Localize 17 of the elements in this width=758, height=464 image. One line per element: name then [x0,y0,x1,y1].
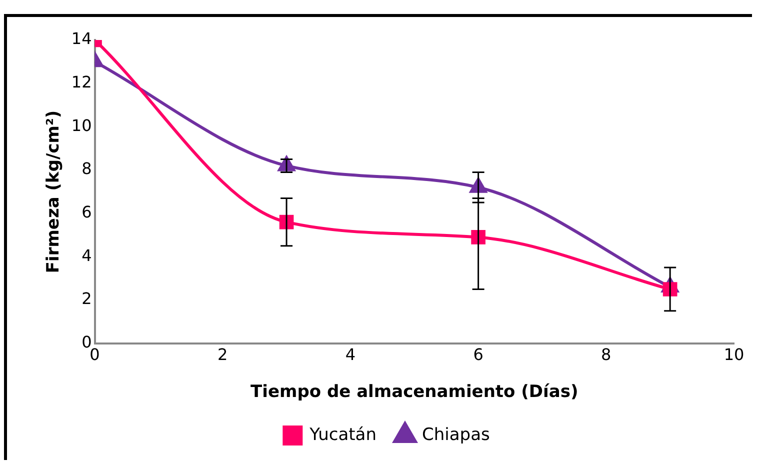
x-tick-label: 2 [218,345,228,364]
y-tick-label: 12 [71,72,92,92]
x-tick-label: 10 [724,345,744,364]
y-tick-label: 2 [82,289,92,308]
legend-label: Chiapas [422,424,490,445]
y-tick-label: 14 [71,29,92,48]
y-tick-label: 6 [82,202,92,222]
y-tick-label: 10 [71,116,92,135]
legend-label: Yucatán [308,424,377,445]
x-tick-label: 4 [345,345,356,364]
y-tick-label: 0 [82,332,92,352]
y-tick-label: 4 [82,246,92,265]
y-tick-label: 8 [82,159,92,178]
y-axis-title: Firmeza (kg/cm²) [44,110,64,274]
x-axis-title: Tiempo de almacenamiento (Días) [250,382,578,402]
x-tick-label: 8 [601,345,612,364]
x-tick-label: 6 [473,345,484,364]
